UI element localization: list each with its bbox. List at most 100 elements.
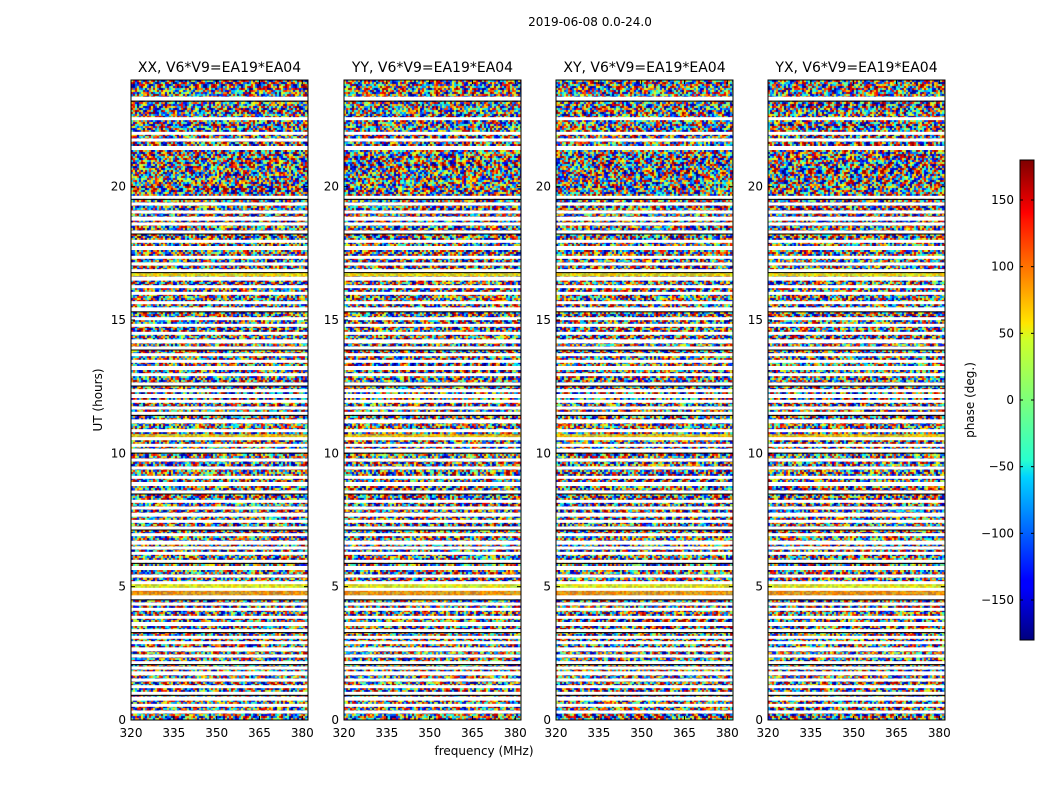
flagged-row xyxy=(768,146,945,150)
flagged-row xyxy=(344,587,521,591)
flagged-row xyxy=(556,419,733,424)
figure-title: 2019-06-08 0.0-24.0 xyxy=(528,15,652,29)
flagged-row xyxy=(768,587,945,591)
flagged-row xyxy=(344,499,521,503)
flagged-row xyxy=(131,533,308,537)
flagged-row xyxy=(768,262,945,266)
flagged-row xyxy=(768,607,945,611)
flagged-row xyxy=(768,671,945,676)
flagged-row xyxy=(556,131,733,135)
colorbar-tick-label: −50 xyxy=(989,460,1014,474)
flagged-row xyxy=(344,195,521,199)
flagged-row xyxy=(556,506,733,510)
flagged-row xyxy=(768,466,945,470)
flagged-row xyxy=(556,551,733,555)
flagged-row xyxy=(556,622,733,626)
colorbar-ticks: 150 100 50 0 −50 −100 −150 xyxy=(981,193,1034,607)
flagged-row xyxy=(768,685,945,689)
flagged-row xyxy=(556,317,733,321)
plot-frame xyxy=(555,79,734,721)
plot-frame xyxy=(767,79,946,721)
flagged-row xyxy=(344,406,521,410)
flagged-row xyxy=(556,602,733,606)
bright-row xyxy=(556,270,733,277)
flagged-row xyxy=(131,540,308,545)
flagged-row xyxy=(556,482,733,486)
flagged-row xyxy=(344,222,521,226)
flagged-row xyxy=(131,581,308,585)
flagged-row xyxy=(131,138,308,142)
flagged-row xyxy=(344,533,521,537)
x-tick-label: 320 xyxy=(120,726,143,740)
flagged-row xyxy=(131,399,308,403)
flagged-row xyxy=(131,595,308,600)
flagged-row xyxy=(344,519,521,523)
flagged-row xyxy=(344,696,521,701)
flagged-row xyxy=(768,526,945,530)
flagged-row xyxy=(768,641,945,645)
flagged-row xyxy=(556,696,733,701)
flagged-row xyxy=(131,285,308,289)
flagged-row xyxy=(344,339,521,344)
flagged-row xyxy=(768,399,945,403)
flagged-row xyxy=(556,331,733,335)
flagged-row xyxy=(131,301,308,305)
flagged-row xyxy=(131,195,308,199)
flagged-row xyxy=(556,202,733,206)
panel-2: YY, V6*V9=EA19*EA04 320 335 350 365 380 0 5 10 15… xyxy=(324,60,527,740)
y-tick-label: 5 xyxy=(331,580,339,594)
flagged-row xyxy=(131,117,308,121)
flagged-row xyxy=(768,406,945,410)
flagged-row xyxy=(131,437,308,441)
flagged-row xyxy=(131,466,308,470)
x-tick-label: 350 xyxy=(630,726,653,740)
flagged-row xyxy=(768,276,945,281)
flagged-row xyxy=(131,499,308,503)
flagged-row xyxy=(768,307,945,312)
x-tick-label: 365 xyxy=(248,726,271,740)
flagged-row xyxy=(131,276,308,281)
flagged-row xyxy=(131,419,308,424)
flagged-row xyxy=(556,466,733,470)
x-tick-label: 365 xyxy=(885,726,908,740)
x-tick-label: 320 xyxy=(757,726,780,740)
flagged-row xyxy=(556,373,733,377)
y-tick-label: 15 xyxy=(748,313,763,327)
flagged-row xyxy=(768,323,945,327)
flagged-row xyxy=(768,443,945,447)
y-axis-label: UT (hours) xyxy=(91,368,105,431)
flagged-row xyxy=(768,615,945,619)
x-tick-label: 320 xyxy=(545,726,568,740)
flagged-row xyxy=(344,429,521,433)
flagged-row xyxy=(131,587,308,591)
flagged-row xyxy=(768,629,945,633)
flagged-row xyxy=(556,138,733,142)
flagged-row xyxy=(556,246,733,250)
panel-title: YY, V6*V9=EA19*EA04 xyxy=(351,60,513,76)
flagged-row xyxy=(344,346,521,350)
x-tick-label: 380 xyxy=(928,726,951,740)
flagged-row xyxy=(556,526,733,530)
flagged-row xyxy=(768,666,945,670)
flagged-row xyxy=(556,216,733,221)
flagged-row xyxy=(768,216,945,221)
flagged-row xyxy=(768,437,945,441)
flagged-row xyxy=(556,629,733,633)
flagged-row xyxy=(556,399,733,403)
flagged-row xyxy=(344,654,521,658)
flagged-row xyxy=(344,641,521,645)
flagged-row xyxy=(768,291,945,295)
flagged-row xyxy=(556,195,733,199)
flagged-row xyxy=(131,291,308,295)
x-tick-label: 350 xyxy=(205,726,228,740)
flagged-row xyxy=(344,411,521,415)
flagged-row xyxy=(344,551,521,555)
flagged-row xyxy=(131,96,308,101)
flagged-row xyxy=(768,195,945,199)
flagged-row xyxy=(131,202,308,206)
flagged-row xyxy=(768,202,945,206)
flagged-row xyxy=(556,490,733,494)
flagged-row xyxy=(768,533,945,537)
flagged-row xyxy=(131,239,308,243)
flagged-row xyxy=(768,506,945,510)
